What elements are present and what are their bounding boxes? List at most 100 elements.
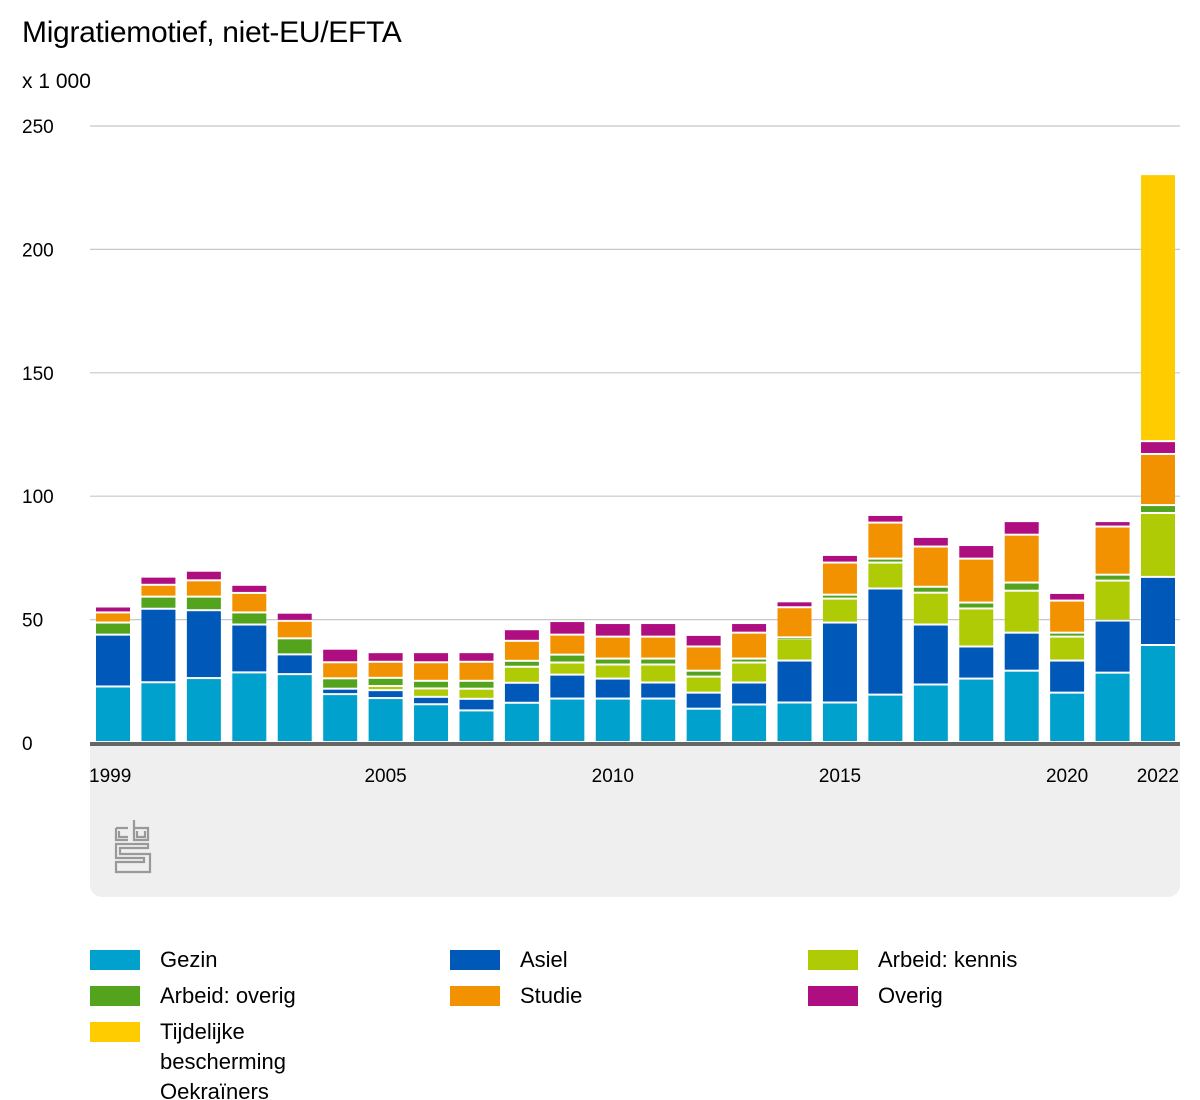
bar-segment-arbeid-kennis[interactable] <box>550 663 585 674</box>
bar-segment-asiel[interactable] <box>186 611 221 678</box>
bar-segment-overig[interactable] <box>232 585 267 592</box>
bar-segment-overig[interactable] <box>414 653 449 662</box>
bar-segment-arbeid-kennis[interactable] <box>595 665 630 678</box>
bar-segment-asiel[interactable] <box>232 625 267 672</box>
bar-segment-gezin[interactable] <box>96 687 130 741</box>
bar-segment-arbeid-kennis[interactable] <box>868 563 903 588</box>
bar-segment-arbeid-overig[interactable] <box>686 671 721 676</box>
bar-segment-arbeid-overig[interactable] <box>414 681 449 688</box>
bar-segment-overig[interactable] <box>1141 442 1175 453</box>
bar-segment-asiel[interactable] <box>641 683 676 698</box>
bar-segment-arbeid-overig[interactable] <box>96 623 130 634</box>
bar-segment-overig[interactable] <box>686 635 721 646</box>
bar-segment-studie[interactable] <box>868 523 903 558</box>
bar-segment-gezin[interactable] <box>641 699 676 741</box>
bar-segment-arbeid-kennis[interactable] <box>777 639 812 660</box>
bar-segment-arbeid-overig[interactable] <box>277 639 312 654</box>
bar-segment-asiel[interactable] <box>1050 661 1085 692</box>
bar-segment-overig[interactable] <box>913 537 948 546</box>
bar-segment-overig[interactable] <box>595 624 630 636</box>
bar-segment-gezin[interactable] <box>186 679 221 741</box>
bar-segment-arbeid-overig[interactable] <box>504 661 539 666</box>
bar-segment-studie[interactable] <box>186 581 221 596</box>
bar-segment-asiel[interactable] <box>277 655 312 674</box>
bar-segment-gezin[interactable] <box>1141 646 1175 741</box>
bar-segment-gezin[interactable] <box>414 705 449 741</box>
bar-segment-arbeid-overig[interactable] <box>186 597 221 610</box>
bar-segment-asiel[interactable] <box>323 689 358 694</box>
bar-segment-arbeid-overig[interactable] <box>368 678 403 685</box>
legend-item[interactable]: Tijdelijke bescherming Oekraïners <box>90 1017 350 1100</box>
bar-segment-arbeid-overig[interactable] <box>323 679 358 688</box>
legend-item[interactable]: Arbeid: kennis <box>808 945 1017 975</box>
bar-segment-arbeid-overig[interactable] <box>1141 506 1175 512</box>
bar-segment-arbeid-overig[interactable] <box>1095 575 1130 580</box>
bar-segment-asiel[interactable] <box>595 679 630 698</box>
bar-segment-asiel[interactable] <box>1141 577 1175 645</box>
bar-segment-arbeid-overig[interactable] <box>141 597 176 608</box>
bar-segment-studie[interactable] <box>686 647 721 670</box>
bar-segment-arbeid-overig[interactable] <box>595 659 630 664</box>
bar-segment-gezin[interactable] <box>368 699 403 741</box>
bar-segment-studie[interactable] <box>459 662 494 680</box>
bar-segment-studie[interactable] <box>323 663 358 678</box>
bar-segment-arbeid-overig[interactable] <box>459 681 494 688</box>
bar-segment-asiel[interactable] <box>1004 633 1039 670</box>
bar-segment-arbeid-kennis[interactable] <box>686 677 721 692</box>
legend-item[interactable]: Studie <box>450 981 582 1011</box>
bar-segment-overig[interactable] <box>1095 522 1130 526</box>
bar-segment-asiel[interactable] <box>913 625 948 684</box>
bar-segment-gezin[interactable] <box>595 699 630 741</box>
bar-segment-studie[interactable] <box>277 621 312 638</box>
bar-segment-studie[interactable] <box>641 637 676 658</box>
bar-segment-asiel[interactable] <box>459 699 494 710</box>
bar-segment-gezin[interactable] <box>732 705 767 741</box>
bar-segment-studie[interactable] <box>414 663 449 680</box>
legend-item[interactable]: Asiel <box>450 945 568 975</box>
bar-segment-overig[interactable] <box>504 630 539 640</box>
bar-segment-gezin[interactable] <box>913 685 948 741</box>
bar-segment-overig[interactable] <box>141 577 176 584</box>
bar-segment-overig[interactable] <box>822 555 857 562</box>
bar-segment-asiel[interactable] <box>777 661 812 702</box>
bar-segment-asiel[interactable] <box>550 675 585 698</box>
bar-segment-asiel[interactable] <box>868 589 903 694</box>
bar-segment-studie[interactable] <box>232 593 267 612</box>
bar-segment-arbeid-kennis[interactable] <box>822 599 857 622</box>
bar-segment-studie[interactable] <box>959 559 994 602</box>
bar-segment-arbeid-kennis[interactable] <box>1141 513 1175 576</box>
legend-item[interactable]: Arbeid: overig <box>90 981 296 1011</box>
bar-segment-overig[interactable] <box>777 602 812 607</box>
bar-segment-arbeid-overig[interactable] <box>777 638 812 640</box>
bar-segment-overig[interactable] <box>732 624 767 632</box>
bar-segment-overig[interactable] <box>459 653 494 661</box>
bar-segment-overig[interactable] <box>96 607 130 612</box>
bar-segment-gezin[interactable] <box>686 709 721 741</box>
bar-segment-gezin[interactable] <box>141 683 176 741</box>
bar-segment-overig[interactable] <box>277 613 312 620</box>
bar-segment-studie[interactable] <box>1050 601 1085 632</box>
bar-segment-arbeid-kennis[interactable] <box>504 667 539 682</box>
bar-segment-overig[interactable] <box>1004 522 1039 534</box>
bar-segment-gezin[interactable] <box>1004 671 1039 741</box>
bar-segment-arbeid-kennis[interactable] <box>1095 581 1130 620</box>
bar-segment-arbeid-overig[interactable] <box>959 603 994 608</box>
bar-segment-gezin[interactable] <box>232 673 267 741</box>
bar-segment-gezin[interactable] <box>868 695 903 741</box>
bar-segment-arbeid-kennis[interactable] <box>641 665 676 682</box>
bar-segment-gezin[interactable] <box>277 675 312 741</box>
bar-segment-arbeid-kennis[interactable] <box>368 686 403 690</box>
bar-segment-studie[interactable] <box>1004 535 1039 582</box>
bar-segment-overig[interactable] <box>1050 593 1085 600</box>
bar-segment-gezin[interactable] <box>323 695 358 741</box>
bar-segment-arbeid-overig[interactable] <box>868 559 903 562</box>
bar-segment-arbeid-kennis[interactable] <box>414 689 449 696</box>
bar-segment-asiel[interactable] <box>822 623 857 702</box>
bar-segment-studie[interactable] <box>550 635 585 654</box>
bar-segment-overig[interactable] <box>959 546 994 558</box>
bar-segment-asiel[interactable] <box>504 683 539 702</box>
bar-segment-arbeid-overig[interactable] <box>732 659 767 662</box>
legend-item[interactable]: Gezin <box>90 945 217 975</box>
bar-segment-arbeid-overig[interactable] <box>1004 583 1039 590</box>
bar-segment-asiel[interactable] <box>96 635 130 686</box>
